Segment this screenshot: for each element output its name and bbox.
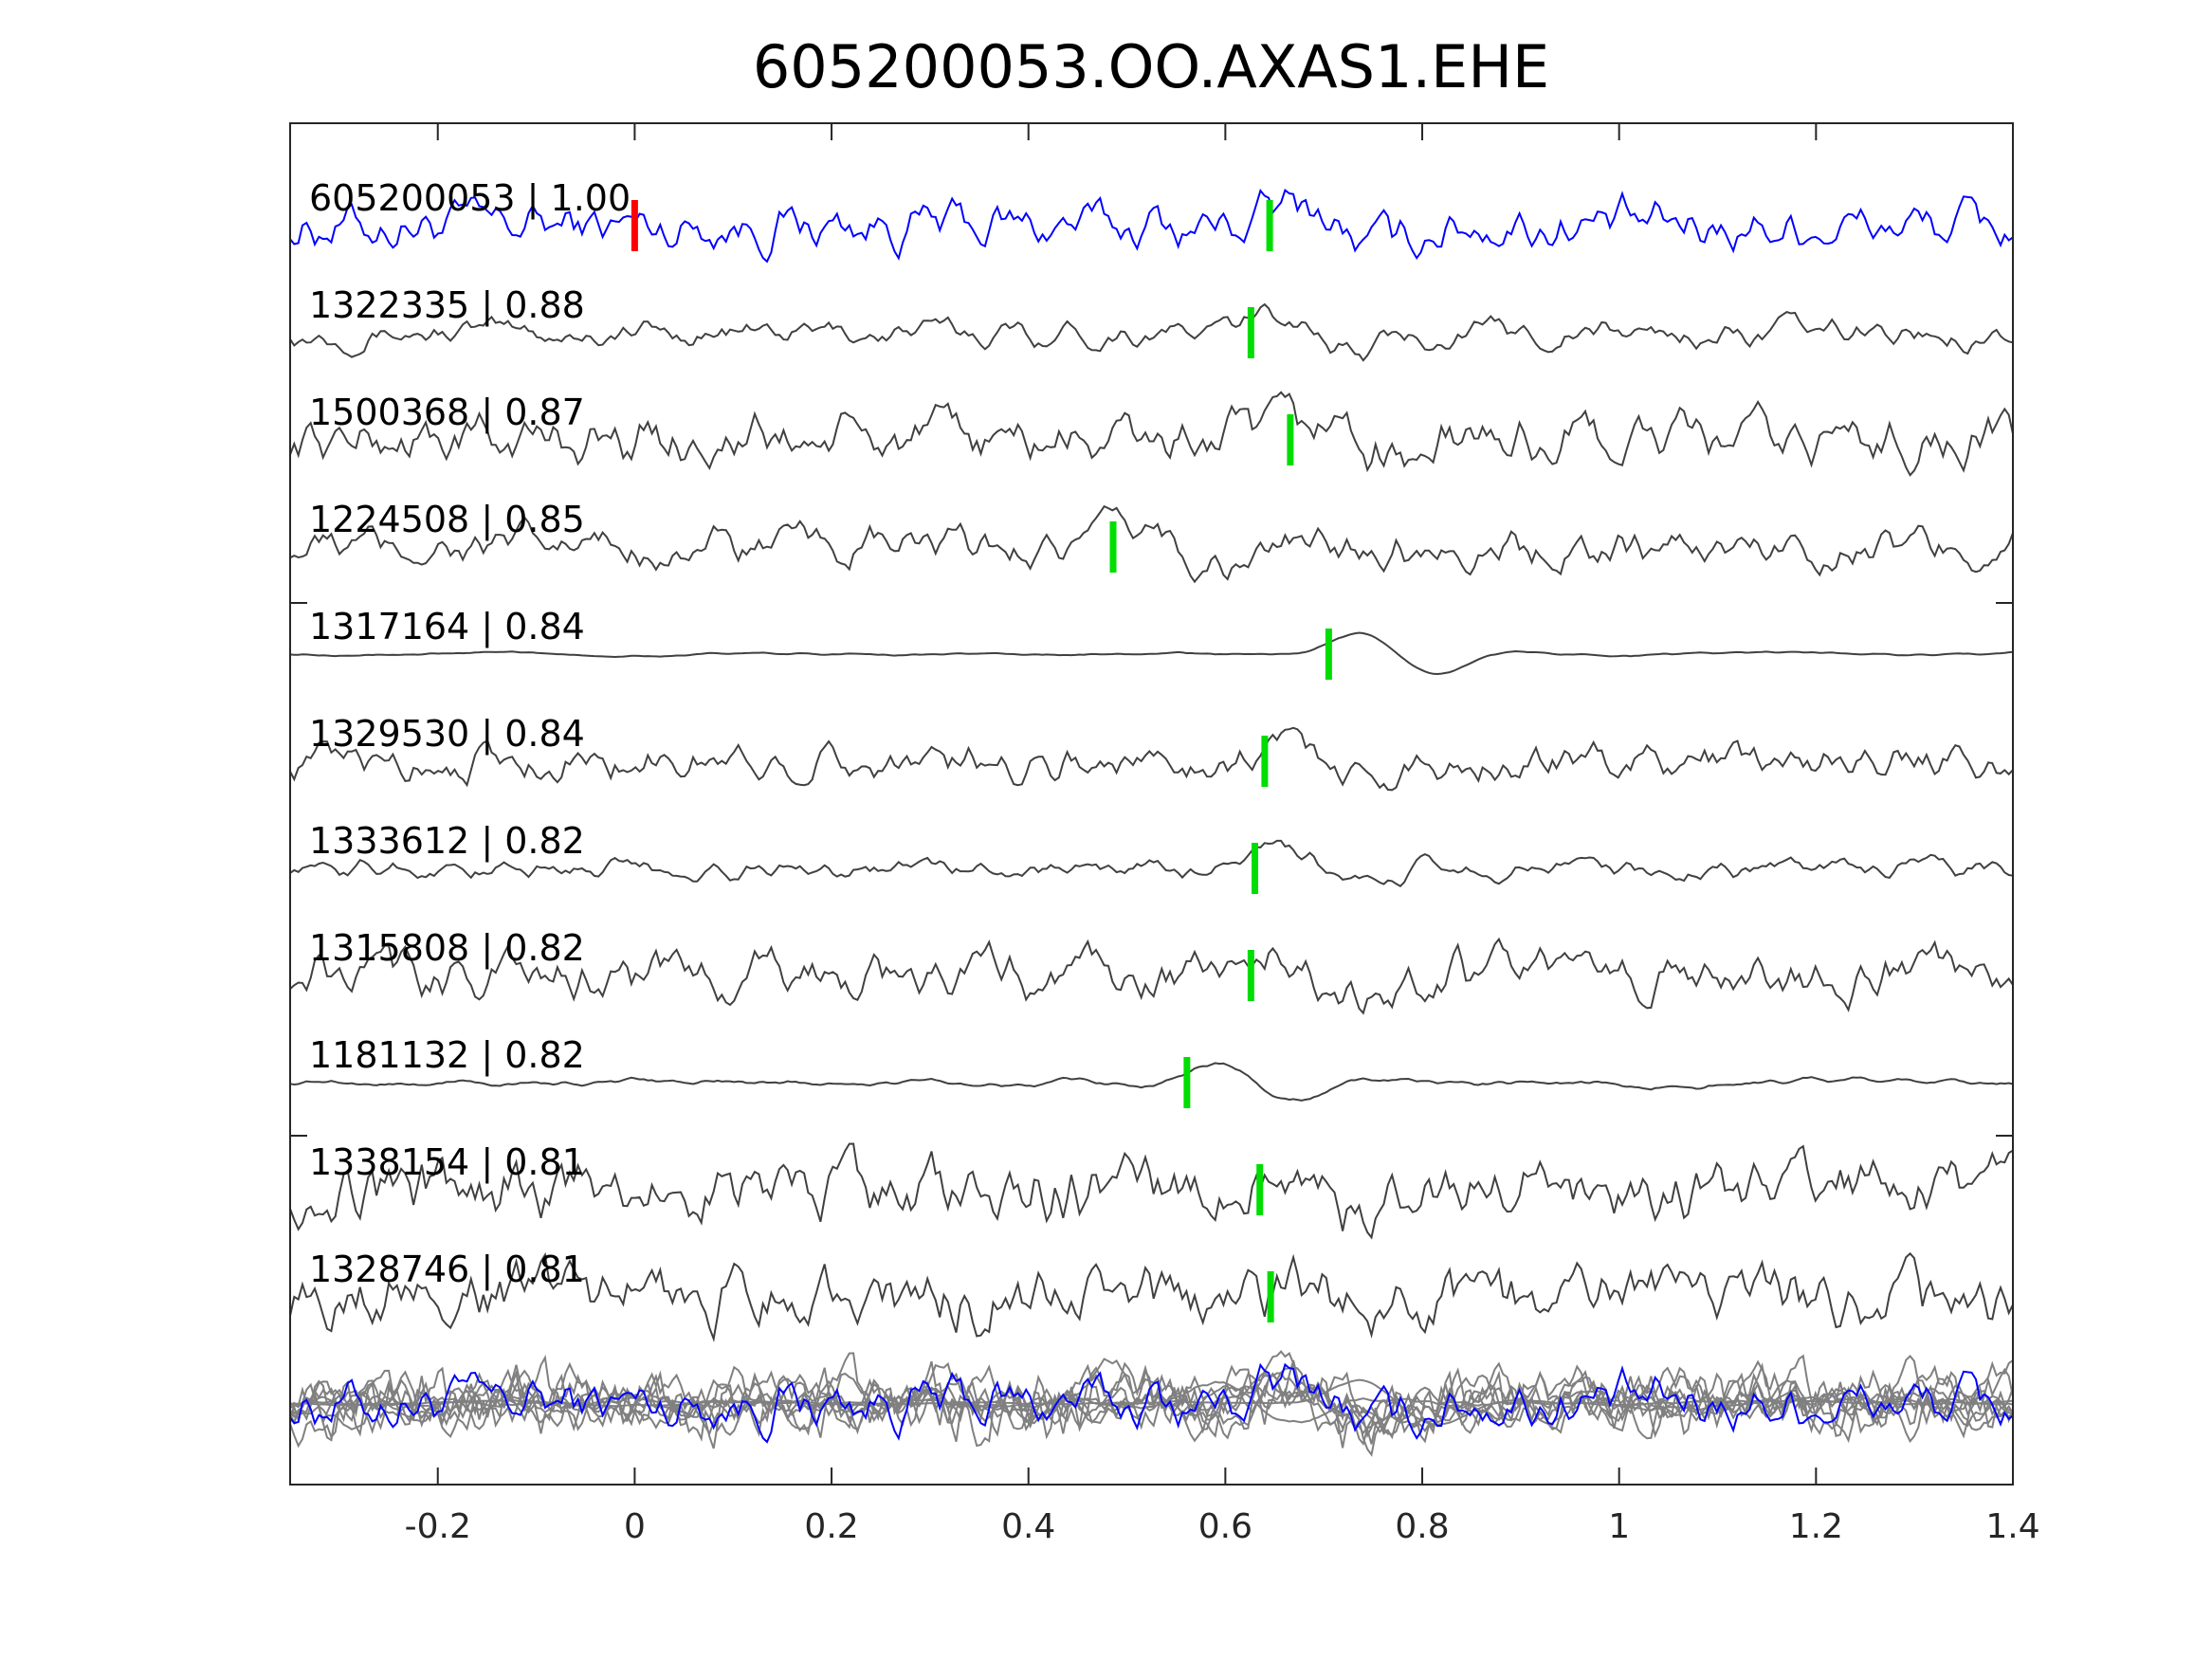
x-tick-label: 0.8 (1395, 1507, 1449, 1546)
trace-9 (289, 1142, 2014, 1240)
stack-trace (289, 1355, 2014, 1449)
x-tick-label: -0.2 (405, 1507, 471, 1546)
x-tick-label: 0 (624, 1507, 646, 1546)
traces-layer (289, 188, 2014, 1457)
trace-label: 1338154 | 0.81 (309, 1141, 585, 1184)
trace-5 (289, 726, 2014, 792)
trace-labels: 605200053 | 1.00 1322335 | 0.88 1500368 | … (309, 177, 631, 1291)
trace-0 (289, 188, 2014, 264)
x-tick-label: 1.4 (1985, 1507, 2039, 1546)
trace-label: 1328746 | 0.81 (309, 1249, 585, 1291)
trace-10 (289, 1251, 2014, 1342)
stack-trace (289, 1380, 2014, 1424)
trace-label: 1317164 | 0.84 (309, 606, 585, 648)
chart-title: 605200053.OO.AXAS1.EHE (753, 32, 1549, 101)
trace-8 (289, 1062, 2014, 1102)
x-tick-label: 0.4 (1001, 1507, 1055, 1546)
trace-3 (289, 504, 2014, 584)
trace-7 (289, 937, 2014, 1015)
stack-reference-trace (289, 1362, 2014, 1444)
trace-label: 1333612 | 0.82 (309, 820, 585, 863)
trace-4 (289, 631, 2014, 676)
x-tick-label: 1.2 (1789, 1507, 1843, 1546)
trace-label: 1322335 | 0.88 (309, 284, 585, 327)
plot-frame (289, 122, 2014, 1486)
trace-label: 1224508 | 0.85 (309, 499, 585, 541)
trace-label: 1329530 | 0.84 (309, 713, 585, 756)
trace-label: 1500368 | 0.87 (309, 392, 585, 434)
x-tick-label: 1 (1608, 1507, 1630, 1546)
trace-label: 605200053 | 1.00 (309, 177, 631, 220)
trace-label: 1315808 | 0.82 (309, 927, 585, 970)
x-tick-label: 0.2 (804, 1507, 858, 1546)
x-tick-label: 0.6 (1198, 1507, 1252, 1546)
trace-1 (289, 302, 2014, 362)
trace-2 (289, 391, 2014, 477)
trace-label: 1181132 | 0.82 (309, 1034, 585, 1077)
trace-6 (289, 839, 2014, 888)
x-axis: -0.2 0 0.2 0.4 0.6 0.8 1 1.2 1.4 (290, 123, 2040, 1546)
